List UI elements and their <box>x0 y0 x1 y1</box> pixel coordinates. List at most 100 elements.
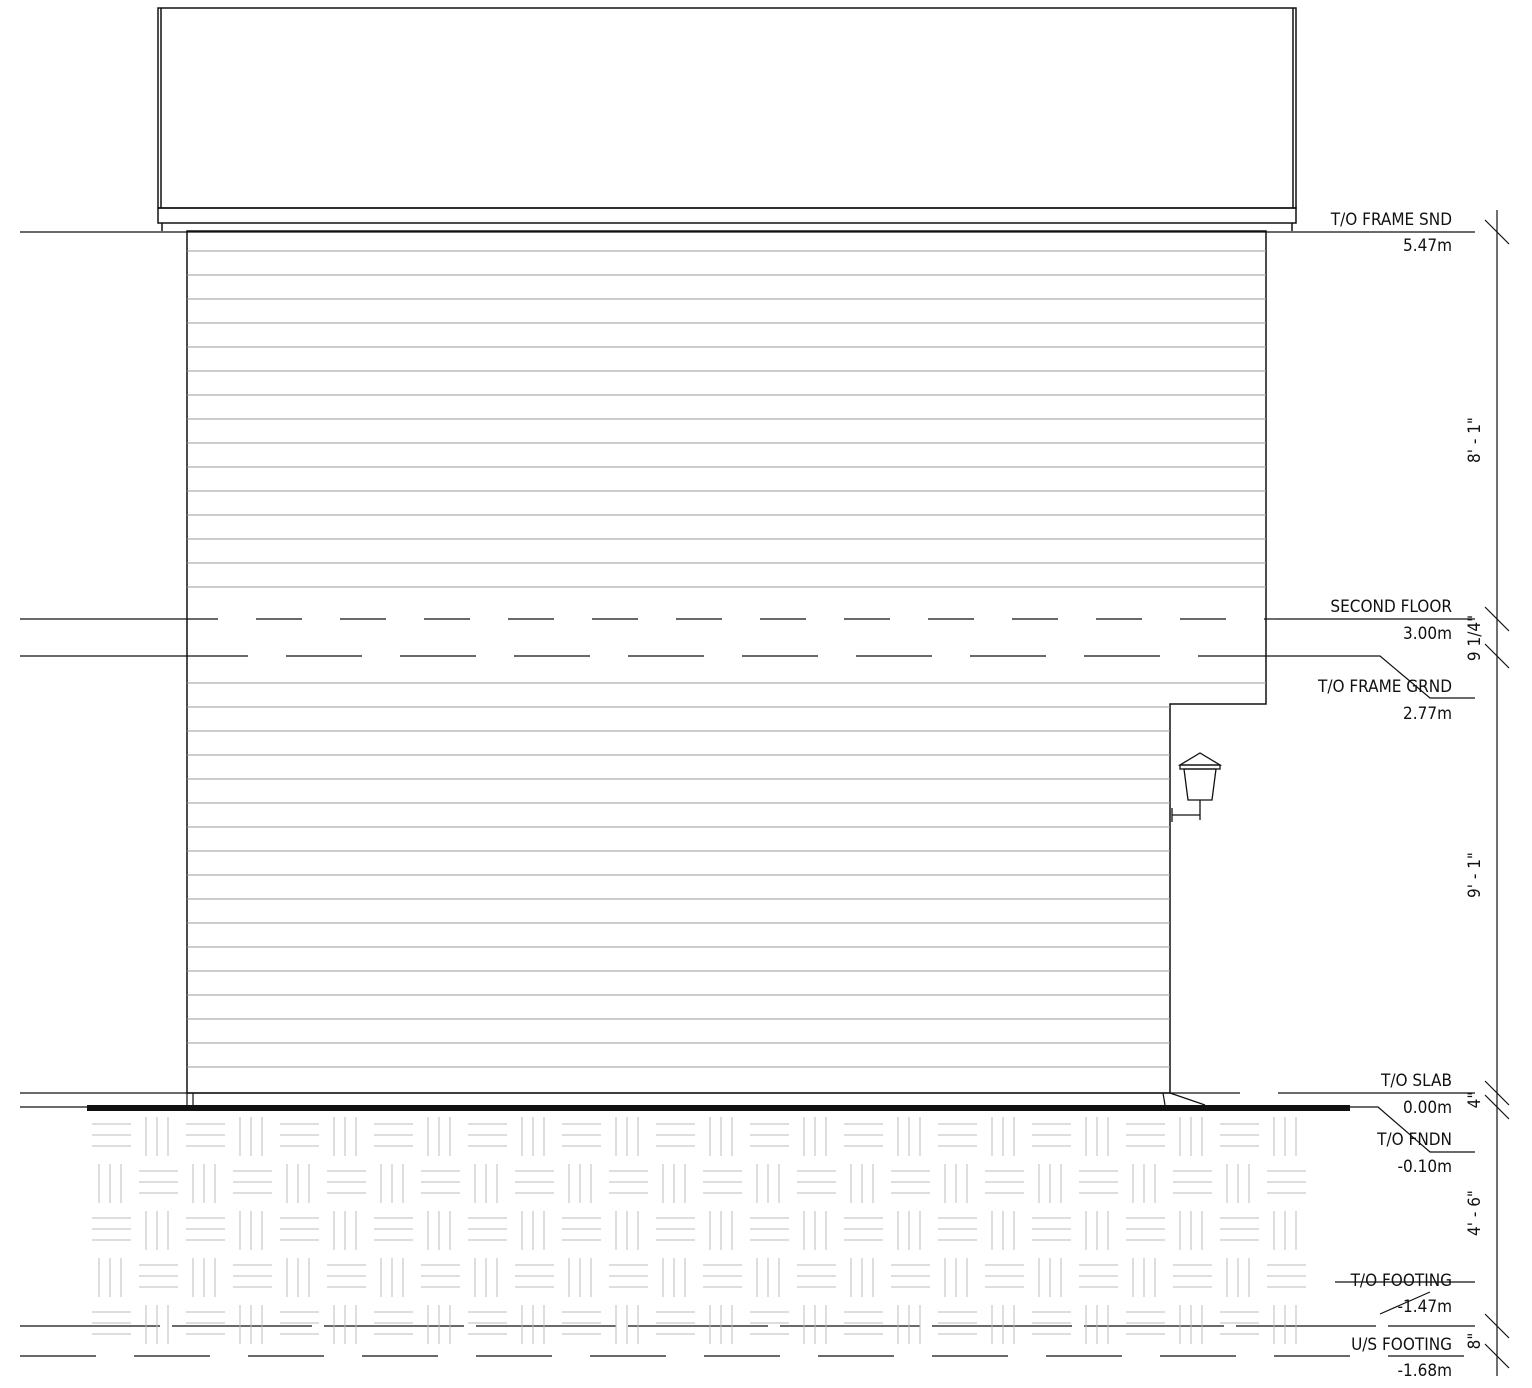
hatch-cell <box>1032 1311 1071 1335</box>
hatch-cell <box>186 1123 225 1147</box>
hatch-cell <box>192 1164 216 1203</box>
hatch-cell <box>1220 1123 1259 1147</box>
hatch-cell <box>562 1311 601 1335</box>
level-name: T/O FRAME GRND <box>1317 677 1452 697</box>
hatch-cell <box>98 1258 122 1297</box>
level-line-footing <box>1335 1281 1475 1315</box>
hatch-cell <box>474 1258 498 1297</box>
siding-lines <box>187 250 1266 1068</box>
hatch-cell <box>515 1264 554 1288</box>
level-name: T/O SLAB <box>1380 1071 1452 1091</box>
hatch-cell <box>991 1117 1015 1156</box>
hatch-cell <box>844 1311 883 1335</box>
level-line-frame-grnd <box>20 655 1475 699</box>
hatch-cell <box>991 1305 1015 1344</box>
hatch-cell <box>703 1170 742 1194</box>
hatch-cell <box>145 1305 169 1344</box>
hatch-cell <box>233 1264 272 1288</box>
hatch-cell <box>891 1264 930 1288</box>
hatch-cell <box>421 1170 460 1194</box>
wall-lantern-icon <box>1171 752 1223 822</box>
hatch-cell <box>521 1117 545 1156</box>
dimension-text: 4' - 6" <box>1465 1190 1485 1236</box>
hatch-cell <box>333 1117 357 1156</box>
level-elevation: 2.77m <box>1403 704 1452 724</box>
hatch-cell <box>709 1117 733 1156</box>
hatch-cell <box>703 1264 742 1288</box>
hatch-cell <box>615 1305 639 1344</box>
hatch-cell <box>145 1117 169 1156</box>
hatch-cell <box>239 1117 263 1156</box>
level-lines <box>20 231 1475 1357</box>
hatch-cell <box>1173 1264 1212 1288</box>
hatch-cell <box>656 1311 695 1335</box>
hatch-cell <box>1126 1123 1165 1147</box>
hatch-cell <box>750 1123 789 1147</box>
hatch-cell <box>521 1305 545 1344</box>
hatch-cell <box>468 1123 507 1147</box>
hatch-cell <box>1038 1258 1062 1297</box>
hatch-cell <box>1220 1311 1259 1335</box>
level-labels: T/O FRAME SND 5.47m SECOND FLOOR 3.00m T… <box>1317 210 1452 1381</box>
level-name: T/O FRAME SND <box>1330 210 1452 230</box>
hatch-cell <box>615 1211 639 1250</box>
hatch-cell <box>1032 1123 1071 1147</box>
hatch-cell <box>709 1305 733 1344</box>
hatch-cell <box>280 1217 319 1241</box>
hatch-cell <box>427 1211 451 1250</box>
hatch-cell <box>750 1217 789 1241</box>
hatch-cell <box>1179 1305 1203 1344</box>
hatch-cell <box>233 1170 272 1194</box>
hatch-cell <box>92 1217 131 1241</box>
hatch-cell <box>850 1164 874 1203</box>
building-wall-outline <box>186 230 1267 1094</box>
hatch-cell <box>421 1264 460 1288</box>
hatch-cell <box>1032 1217 1071 1241</box>
hatch-cell <box>286 1258 310 1297</box>
hatch-cell <box>656 1217 695 1241</box>
level-name: T/O FOOTING <box>1350 1271 1452 1291</box>
hatch-cell <box>468 1217 507 1241</box>
hatch-cell <box>1173 1170 1212 1194</box>
hatch-cell <box>186 1217 225 1241</box>
hatch-cell <box>1220 1217 1259 1241</box>
hatch-cell <box>662 1164 686 1203</box>
hatch-cell <box>474 1164 498 1203</box>
hatch-cell <box>92 1311 131 1335</box>
level-elevation: -0.10m <box>1398 1157 1452 1177</box>
hatch-cell <box>1226 1258 1250 1297</box>
hatch-cell <box>1079 1170 1118 1194</box>
hatch-cell <box>1085 1117 1109 1156</box>
dimension-text: 4" <box>1465 1092 1485 1109</box>
hatch-cell <box>327 1170 366 1194</box>
hatch-cell <box>239 1211 263 1250</box>
hatch-cell <box>139 1264 178 1288</box>
hatch-cell <box>844 1217 883 1241</box>
hatch-cell <box>803 1117 827 1156</box>
hatch-cell <box>1273 1305 1297 1344</box>
dimension-text: 9' - 1" <box>1465 852 1485 898</box>
dimension-labels: 8' - 1" 9 1/4" 9' - 1" 4" 4' - 6" 8" <box>1465 417 1485 1349</box>
level-name: SECOND FLOOR <box>1330 597 1452 617</box>
level-elevation: -1.47m <box>1398 1297 1452 1317</box>
ground-hatch <box>92 1117 1306 1344</box>
hatch-cell <box>562 1123 601 1147</box>
hatch-cell <box>562 1217 601 1241</box>
hatch-cell <box>427 1117 451 1156</box>
hatch-cell <box>891 1170 930 1194</box>
hatch-cell <box>1085 1305 1109 1344</box>
hatch-cell <box>844 1123 883 1147</box>
hatch-cell <box>333 1211 357 1250</box>
hatch-cell <box>98 1164 122 1203</box>
dimension-text: 9 1/4" <box>1465 615 1485 661</box>
hatch-cell <box>897 1211 921 1250</box>
hatch-cell <box>756 1258 780 1297</box>
hatch-cell <box>897 1305 921 1344</box>
hatch-cell <box>897 1117 921 1156</box>
hatch-cell <box>374 1217 413 1241</box>
level-name: T/O FNDN <box>1376 1130 1452 1150</box>
hatch-cell <box>139 1170 178 1194</box>
hatch-cell <box>380 1258 404 1297</box>
hatch-cell <box>1179 1117 1203 1156</box>
hatch-cell <box>985 1264 1024 1288</box>
